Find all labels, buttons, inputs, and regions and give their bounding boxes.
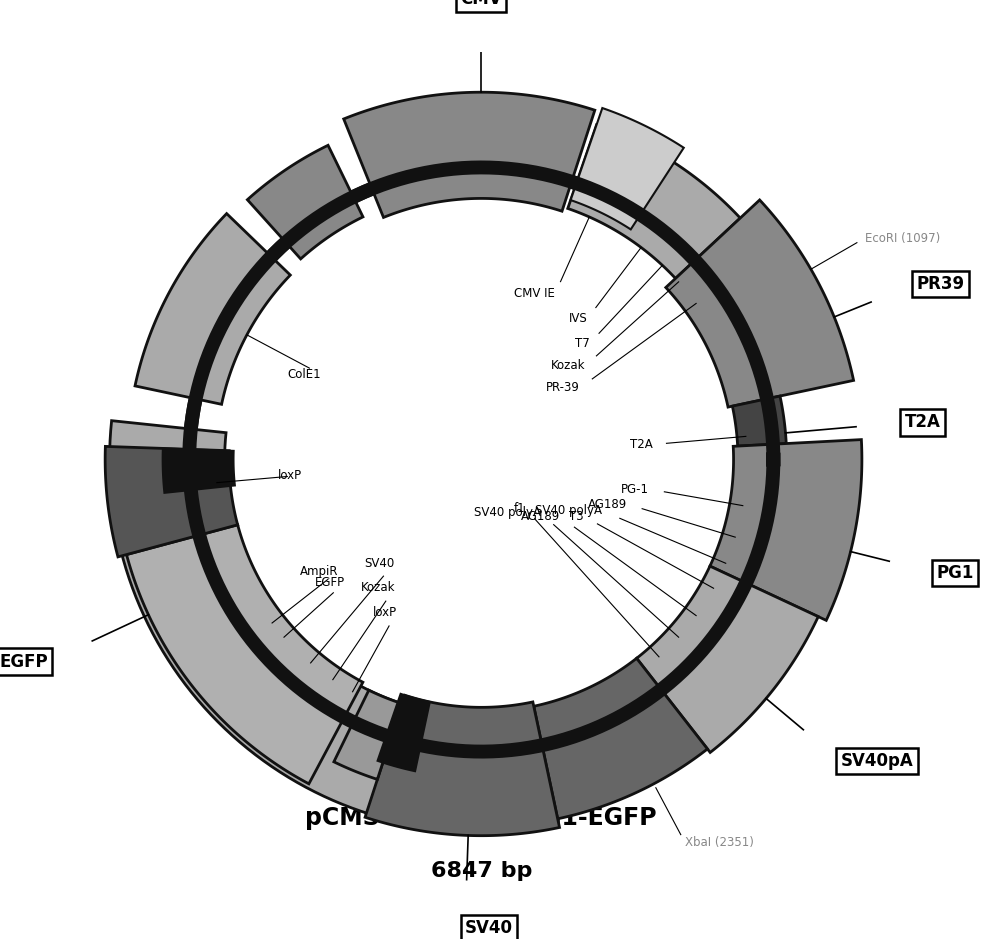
- Text: T7: T7: [575, 336, 590, 349]
- Text: SV40: SV40: [364, 557, 394, 570]
- Text: SV40 polyA: SV40 polyA: [474, 506, 541, 519]
- Text: EGFP: EGFP: [314, 577, 345, 589]
- Text: T2A: T2A: [905, 413, 940, 432]
- Text: Kozak: Kozak: [551, 360, 585, 373]
- Text: CMV IE: CMV IE: [514, 287, 555, 300]
- Text: T2A: T2A: [630, 438, 653, 451]
- Text: T3: T3: [569, 510, 583, 523]
- Polygon shape: [534, 658, 707, 819]
- Polygon shape: [247, 146, 363, 259]
- Polygon shape: [571, 108, 684, 229]
- Polygon shape: [568, 125, 740, 279]
- Polygon shape: [334, 690, 402, 779]
- Text: SV40: SV40: [465, 919, 513, 937]
- Text: PG1: PG1: [936, 564, 974, 582]
- Polygon shape: [110, 421, 459, 830]
- Polygon shape: [637, 566, 818, 752]
- Polygon shape: [732, 396, 786, 446]
- Text: PG-1: PG-1: [621, 483, 649, 496]
- Text: EGFP: EGFP: [0, 653, 48, 670]
- Polygon shape: [163, 449, 235, 493]
- Text: EcoRI (1097): EcoRI (1097): [865, 232, 940, 245]
- Text: 6847 bp: 6847 bp: [431, 861, 532, 881]
- Text: PR-39: PR-39: [546, 381, 580, 394]
- Text: SV40 polyA: SV40 polyA: [535, 504, 602, 517]
- Text: AG189: AG189: [521, 510, 560, 523]
- Text: IVS: IVS: [569, 312, 588, 325]
- Text: loxP: loxP: [278, 469, 302, 482]
- Text: SV40pA: SV40pA: [841, 752, 913, 770]
- Polygon shape: [378, 694, 430, 771]
- Text: pCMS-PR39-T2A-PG1-EGFP: pCMS-PR39-T2A-PG1-EGFP: [305, 806, 657, 830]
- Polygon shape: [710, 439, 862, 621]
- Polygon shape: [105, 446, 238, 557]
- Text: AG189: AG189: [588, 498, 627, 511]
- Text: ColE1: ColE1: [287, 368, 321, 381]
- Text: f1: f1: [514, 502, 526, 516]
- Polygon shape: [666, 200, 854, 408]
- Text: AmpiR: AmpiR: [300, 564, 338, 577]
- Polygon shape: [365, 695, 560, 836]
- Text: CMV: CMV: [460, 0, 502, 8]
- Polygon shape: [135, 213, 290, 405]
- Polygon shape: [127, 525, 363, 784]
- Text: loxP: loxP: [373, 606, 397, 619]
- Text: PR39: PR39: [916, 275, 964, 293]
- Polygon shape: [344, 92, 595, 218]
- Text: Kozak: Kozak: [361, 580, 395, 593]
- Text: XbaI (2351): XbaI (2351): [685, 836, 754, 849]
